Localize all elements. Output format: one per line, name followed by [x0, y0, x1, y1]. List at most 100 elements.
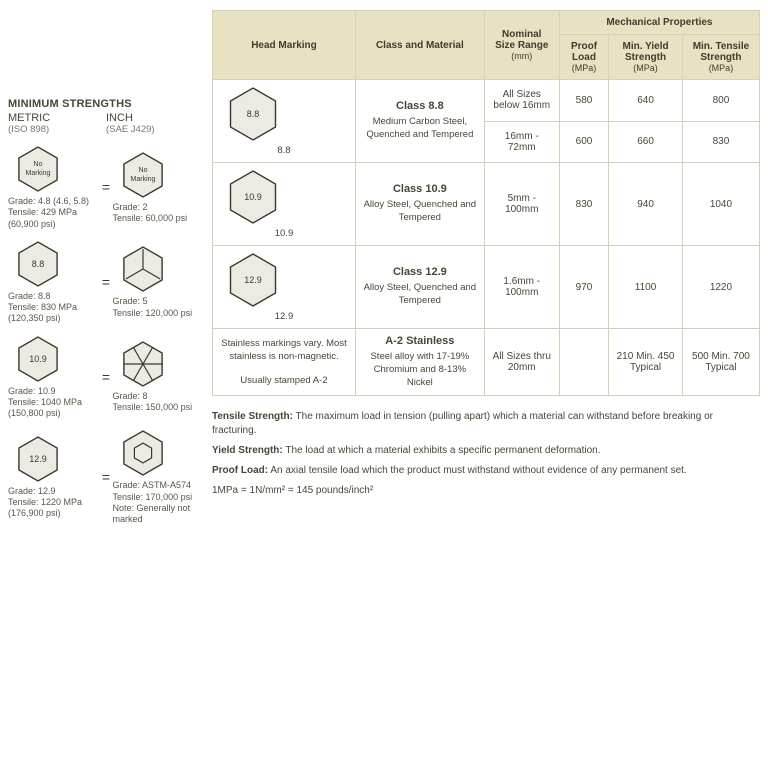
left-inch-line: Note: Generally not marked: [113, 503, 204, 526]
right-panel: Head Marking Class and Material Nominal …: [212, 10, 760, 525]
equals-sign: =: [99, 179, 112, 195]
left-metric-line: (150,800 psi): [8, 408, 99, 419]
marking-caption: 12.9: [219, 311, 349, 322]
cell-head-marking: 10.9 10.9: [213, 163, 356, 246]
left-panel: MINIMUM STRENGTHS METRIC (ISO 898) INCH …: [8, 10, 204, 525]
cell-class-material: Class 12.9 Alloy Steel, Quenched and Temp…: [355, 246, 484, 329]
col-inch: INCH: [106, 112, 133, 124]
definitions: Tensile Strength: The maximum load in te…: [212, 410, 760, 498]
material-desc: Medium Carbon Steel, Quenched and Temper…: [366, 116, 473, 140]
cell-size: 1.6mm - 100mm: [484, 246, 559, 329]
left-metric-line: Grade: 10.9: [8, 386, 99, 397]
svg-text:8.8: 8.8: [247, 109, 260, 119]
left-metric-line: Tensile: 1220 MPa: [8, 497, 99, 508]
class-name: Class 10.9: [362, 183, 478, 195]
left-title: MINIMUM STRENGTHS: [8, 98, 204, 110]
strength-table: Head Marking Class and Material Nominal …: [212, 10, 760, 396]
cell-size: 16mm - 72mm: [484, 121, 559, 163]
left-inch-line: Tensile: 150,000 psi: [113, 402, 204, 413]
cell-yield: 210 Min. 450 Typical: [609, 329, 683, 396]
body-yield: The load at which a material exhibits a …: [283, 445, 601, 456]
cell-class-material: Class 10.9 Alloy Steel, Quenched and Temp…: [355, 163, 484, 246]
cell-yield: 660: [609, 121, 683, 163]
left-inch-line: Grade: 5: [113, 296, 204, 307]
term-proof: Proof Load:: [212, 465, 268, 476]
stainless-note-2: Usually stamped A-2: [219, 374, 349, 387]
body-proof: An axial tensile load which the product …: [268, 465, 687, 476]
material-desc: Steel alloy with 17-19% Chromium and 8-1…: [370, 351, 469, 388]
cell-yield: 940: [609, 163, 683, 246]
class-name: Class 8.8: [362, 100, 478, 112]
svg-text:10.9: 10.9: [244, 192, 262, 202]
svg-text:Marking: Marking: [130, 176, 155, 183]
cell-proof: 970: [559, 246, 608, 329]
cell-class-material: Class 8.8 Medium Carbon Steel, Quenched a…: [355, 80, 484, 163]
svg-text:12.9: 12.9: [29, 454, 47, 464]
cell-yield: 1100: [609, 246, 683, 329]
cell-tensile: 1220: [682, 246, 759, 329]
marking-caption: 10.9: [219, 228, 349, 239]
term-yield: Yield Strength:: [212, 445, 283, 456]
th-class-material: Class and Material: [355, 11, 484, 80]
left-metric-line: Tensile: 429 MPa: [8, 207, 99, 218]
left-metric-line: (120,350 psi): [8, 313, 99, 324]
equals-sign: =: [99, 369, 112, 385]
col-metric-sub: (ISO 898): [8, 124, 49, 135]
hex-icon: 8.8: [225, 86, 281, 142]
left-metric-line: (176,900 psi): [8, 508, 99, 519]
equals-sign: =: [99, 274, 112, 290]
col-metric: METRIC: [8, 112, 50, 124]
left-inch-line: Grade: 8: [113, 391, 204, 402]
material-desc: Alloy Steel, Quenched and Tempered: [364, 282, 477, 306]
th-head-marking: Head Marking: [213, 11, 356, 80]
material-desc: Alloy Steel, Quenched and Tempered: [364, 199, 477, 223]
cell-head-marking: Stainless markings vary. Most stainless …: [213, 329, 356, 396]
cell-tensile: 500 Min. 700 Typical: [682, 329, 759, 396]
cell-size: All Sizes thru 20mm: [484, 329, 559, 396]
hex-icon: 10.9: [14, 335, 62, 383]
table-row: Stainless markings vary. Most stainless …: [213, 329, 760, 396]
col-inch-sub: (SAE J429): [106, 124, 155, 135]
hex-icon: NoMarking: [14, 145, 62, 193]
hex-icon: [119, 340, 167, 388]
cell-proof: [559, 329, 608, 396]
left-inch-line: Tensile: 120,000 psi: [113, 308, 204, 319]
units-note: 1MPa = 1N/mm² = 145 pounds/inch²: [212, 484, 760, 498]
left-metric-line: Tensile: 1040 MPa: [8, 397, 99, 408]
hex-icon: [119, 245, 167, 293]
cell-size: All Sizes below 16mm: [484, 80, 559, 122]
svg-text:Marking: Marking: [26, 170, 51, 177]
th-tensile: Min. Tensile Strength(MPa): [682, 35, 759, 80]
table-row: 12.9 12.9 Class 12.9 Alloy Steel, Quenched …: [213, 246, 760, 329]
cell-tensile: 800: [682, 80, 759, 122]
hex-icon: [119, 429, 167, 477]
left-inch-line: Tensile: 60,000 psi: [113, 213, 204, 224]
svg-text:8.8: 8.8: [32, 259, 45, 269]
svg-text:No: No: [138, 167, 147, 174]
th-yield: Min. Yield Strength(MPa): [609, 35, 683, 80]
marking-caption: 8.8: [219, 145, 349, 156]
cell-class-material: A-2 Stainless Steel alloy with 17-19% Chr…: [355, 329, 484, 396]
left-metric-line: Grade: 4.8 (4.6, 5.8): [8, 196, 99, 207]
table-row: 10.9 10.9 Class 10.9 Alloy Steel, Quenched …: [213, 163, 760, 246]
left-metric-line: Grade: 8.8: [8, 291, 99, 302]
term-tensile: Tensile Strength:: [212, 411, 293, 422]
cell-tensile: 830: [682, 121, 759, 163]
cell-tensile: 1040: [682, 163, 759, 246]
table-row: 8.88.8Class 8.8Medium Carbon Steel, Quen…: [213, 80, 760, 122]
cell-proof: 580: [559, 80, 608, 122]
left-metric-line: Grade: 12.9: [8, 486, 99, 497]
hex-icon: 12.9: [225, 252, 281, 308]
class-name: A-2 Stainless: [362, 335, 478, 347]
cell-head-marking: 12.9 12.9: [213, 246, 356, 329]
cell-yield: 640: [609, 80, 683, 122]
hex-icon: 8.8: [14, 240, 62, 288]
th-proof: Proof Load(MPa): [559, 35, 608, 80]
svg-text:10.9: 10.9: [29, 354, 47, 364]
cell-proof: 600: [559, 121, 608, 163]
hex-icon: 12.9: [14, 435, 62, 483]
class-name: Class 12.9: [362, 266, 478, 278]
cell-head-marking: 8.8 8.8: [213, 80, 356, 163]
hex-icon: No Marking: [119, 151, 167, 199]
left-metric-line: Tensile: 830 MPa: [8, 302, 99, 313]
